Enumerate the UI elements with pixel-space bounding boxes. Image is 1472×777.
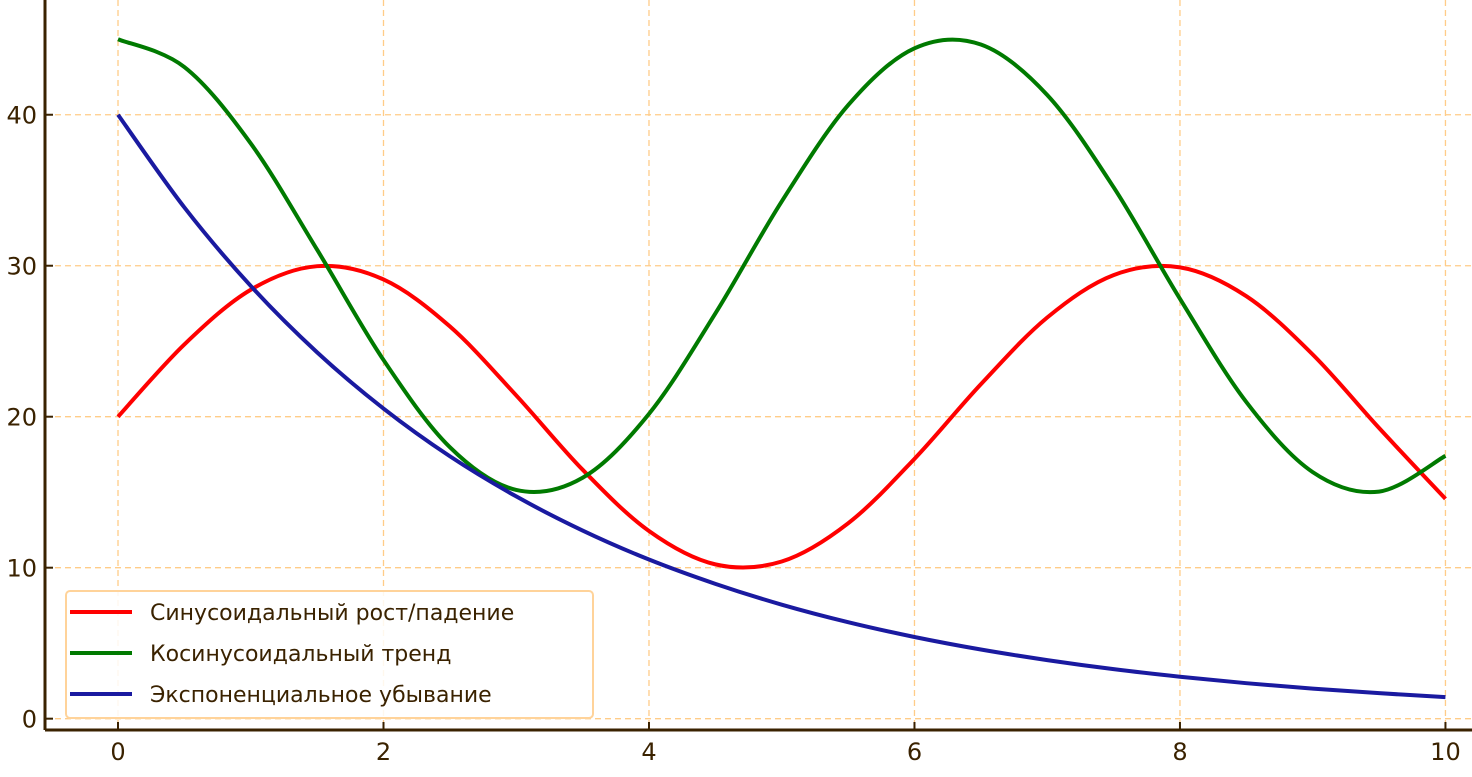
x-tick-label: 4 (641, 738, 656, 766)
series-line-1 (116, 263, 1447, 570)
legend-box (65, 590, 594, 719)
legend-label: Косинусоидальный тренд (150, 642, 451, 667)
legend-label: Синусоидальный рост/падение (150, 601, 514, 626)
x-tick-label: 6 (907, 738, 922, 766)
y-tick-label: 0 (22, 706, 37, 734)
series-lines (116, 37, 1447, 700)
y-tick-label: 30 (6, 253, 37, 281)
y-tick-label: 20 (6, 404, 37, 432)
x-tick-label: 2 (376, 738, 391, 766)
series-line-3 (116, 113, 1446, 700)
legend-label: Экспоненциальное убывание (150, 683, 492, 708)
x-tick-label: 10 (1430, 738, 1461, 766)
y-tick-label: 40 (6, 102, 37, 130)
series-line-2 (117, 37, 1447, 495)
y-tick-label: 10 (6, 555, 37, 583)
x-tick-label: 8 (1172, 738, 1187, 766)
x-tick-label: 0 (110, 738, 125, 766)
legend: Синусоидальный рост/падение Косинусоидаль… (65, 590, 594, 719)
axes: 0 2 4 6 8 10 0 10 20 30 40 (6, 0, 1472, 766)
